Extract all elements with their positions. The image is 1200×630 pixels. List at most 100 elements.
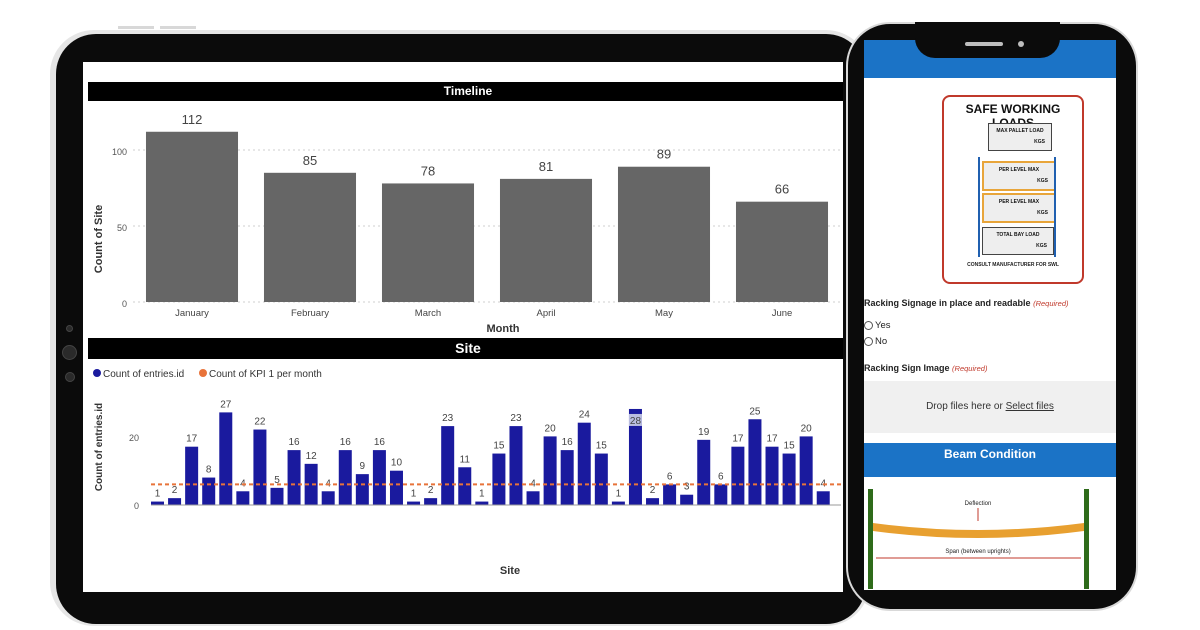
site-data-label: 23 [442, 413, 454, 424]
file-dropzone[interactable]: Drop files here or Select files [864, 381, 1116, 433]
site-bar [202, 477, 216, 505]
phone-camera [1018, 41, 1024, 47]
timeline-title: Timeline [88, 82, 843, 101]
timeline-data-label: 89 [657, 147, 671, 162]
tablet-sensor [65, 372, 75, 382]
site-bar [782, 453, 796, 505]
tablet-top-button [118, 26, 154, 29]
site-bar [526, 491, 540, 505]
site-bar [765, 446, 779, 505]
timeline-x-tick: May [655, 308, 673, 319]
site-data-label: 2 [650, 485, 656, 496]
site-bar [680, 494, 694, 505]
site-bar [338, 450, 352, 505]
radio-no[interactable] [864, 337, 873, 346]
site-data-label: 2 [428, 485, 434, 496]
site-bar [372, 450, 386, 505]
site-data-label: 28 [630, 416, 642, 427]
site-bar [389, 470, 403, 505]
site-data-label: 20 [545, 423, 557, 434]
site-bar [475, 501, 489, 505]
site-data-label: 17 [186, 434, 198, 445]
sign-per-level-max-2: PER LEVEL MAX KGS [982, 193, 1056, 223]
timeline-bar [499, 178, 593, 302]
site-bar [714, 484, 728, 505]
site-bar [509, 426, 523, 505]
site-data-label: 25 [749, 406, 761, 417]
sign-upright-left [978, 157, 980, 257]
site-data-label: 1 [479, 489, 485, 500]
site-bar [304, 463, 318, 505]
legend-marker-entries [93, 369, 101, 377]
site-data-label: 6 [718, 471, 724, 482]
beam-deflection-diagram: Deflection Span (between uprights) [868, 489, 1089, 589]
site-data-label: 6 [667, 471, 673, 482]
site-data-label: 27 [220, 399, 232, 410]
site-data-label: 5 [274, 475, 280, 486]
site-bar [407, 501, 421, 505]
site-bar [168, 498, 182, 505]
site-data-label: 16 [562, 437, 574, 448]
deflection-label: Deflection [965, 501, 992, 507]
timeline-bar [263, 172, 357, 302]
site-data-label: 24 [579, 410, 591, 421]
site-data-label: 8 [206, 465, 212, 476]
timeline-x-tick: April [536, 308, 555, 319]
site-bar [355, 474, 369, 505]
timeline-bar [735, 201, 829, 302]
site-bar [543, 436, 557, 505]
option-yes[interactable]: Yes [864, 320, 891, 331]
timeline-bar [617, 166, 711, 302]
timeline-data-label: 85 [303, 153, 317, 168]
select-files-link[interactable]: Select files [1005, 401, 1054, 412]
site-bar [185, 446, 199, 505]
site-bar [236, 491, 250, 505]
site-y-tick: 20 [129, 433, 139, 443]
site-data-label: 9 [360, 461, 366, 472]
site-bar [287, 450, 301, 505]
site-data-label: 2 [172, 485, 178, 496]
timeline-x-tick: February [291, 308, 329, 319]
sign-upright-right [1054, 157, 1056, 257]
timeline-x-tick: March [415, 308, 441, 319]
site-data-label-highlight [628, 413, 642, 426]
site-bar [799, 436, 813, 505]
site-bar [628, 408, 642, 505]
sign-total-bay-load: TOTAL BAY LOAD KGS [982, 227, 1054, 255]
site-data-label: 22 [254, 417, 266, 428]
site-data-label: 20 [801, 423, 813, 434]
timeline-y-tick: 50 [117, 223, 127, 233]
timeline-y-tick: 100 [112, 147, 127, 157]
site-data-label: 1 [155, 489, 161, 500]
site-title: Site [88, 338, 843, 359]
site-y-tick: 0 [134, 501, 139, 511]
sign-max-pallet-load: MAX PALLET LOAD KGS [988, 123, 1052, 151]
tablet-screen: Timeline Count of Site 100 50 0 112 Janua… [83, 62, 843, 592]
site-data-label: 12 [306, 451, 318, 462]
site-bar [219, 412, 233, 505]
phone-speaker [965, 42, 1003, 46]
radio-yes[interactable] [864, 321, 873, 330]
site-chart: Count of entries.id Count of KPI 1 per m… [93, 369, 841, 577]
phone-notch [915, 22, 1060, 58]
site-bar [458, 467, 472, 505]
site-data-label: 15 [784, 441, 796, 452]
timeline-bar [381, 183, 475, 302]
site-data-label: 15 [493, 441, 505, 452]
legend-label-kpi: Count of KPI 1 per month [209, 369, 322, 380]
tablet-home-button[interactable] [62, 345, 77, 360]
site-data-label: 11 [460, 454, 471, 465]
site-bar [577, 422, 591, 505]
site-data-label: 10 [391, 458, 403, 469]
timeline-y-axis-label: Count of Site [93, 205, 105, 273]
tablet-camera [66, 325, 73, 332]
site-bar [151, 501, 164, 505]
site-bar [270, 487, 284, 505]
site-x-axis-label: Site [500, 565, 520, 577]
option-no[interactable]: No [864, 336, 887, 347]
timeline-data-label: 78 [421, 163, 435, 178]
span-label: Span (between uprights) [945, 549, 1010, 555]
site-bar [697, 439, 711, 505]
timeline-x-tick: January [175, 308, 209, 319]
site-bar [492, 453, 506, 505]
